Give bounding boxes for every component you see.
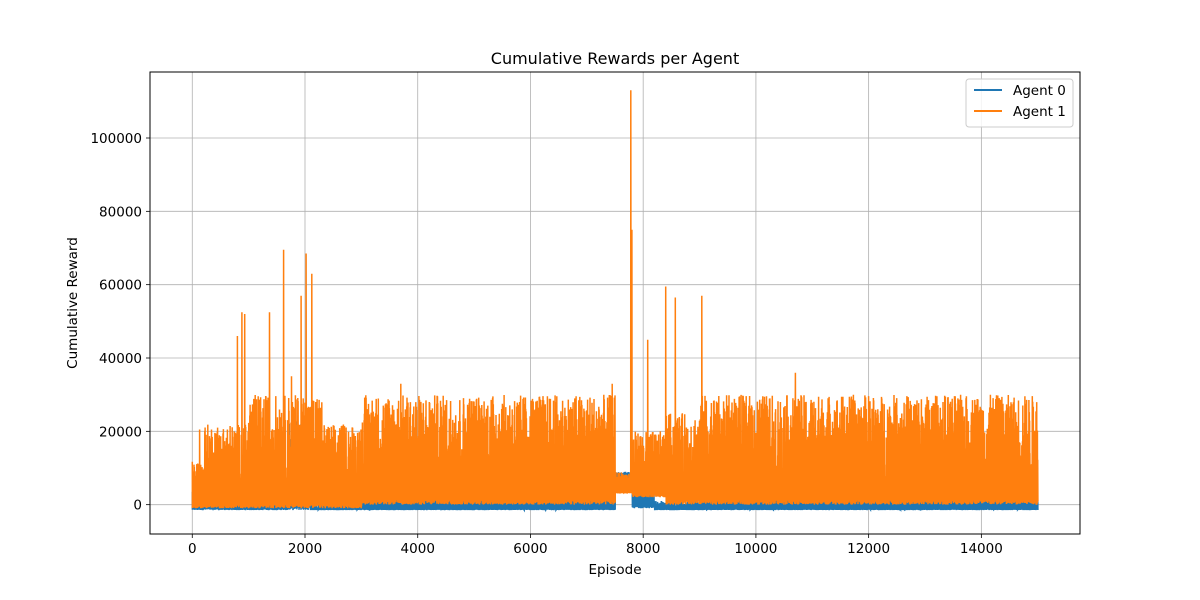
x-tick-label: 10000	[734, 541, 777, 557]
series-layer	[191, 90, 1039, 513]
legend: Agent 0 Agent 1	[965, 78, 1074, 128]
y-tick-label: 40000	[99, 351, 142, 367]
legend-label-agent-1: Agent 1	[1013, 104, 1066, 120]
y-tick-label: 100000	[90, 131, 142, 147]
y-tick-label: 80000	[99, 204, 142, 220]
series-line-agent-1	[191, 90, 1039, 509]
x-tick-label: 2000	[288, 541, 322, 557]
y-tick-label: 20000	[99, 424, 142, 440]
ticks: 0 2000 4000 6000 8000 10000 12000 14000 0 20000 40…	[90, 131, 1002, 557]
y-tick-label: 60000	[99, 278, 142, 294]
x-tick-label: 0	[188, 541, 197, 557]
x-tick-label: 12000	[847, 541, 890, 557]
x-axis-title: Episode	[588, 562, 641, 578]
chart-title: Cumulative Rewards per Agent	[491, 49, 739, 68]
y-axis-title: Cumulative Reward	[65, 237, 81, 369]
x-tick-label: 6000	[513, 541, 547, 557]
legend-label-agent-0: Agent 0	[1013, 83, 1066, 99]
x-tick-label: 14000	[960, 541, 1003, 557]
plot-frame	[149, 71, 1081, 535]
x-tick-label: 4000	[401, 541, 435, 557]
y-tick-label: 0	[133, 498, 142, 514]
x-tick-label: 8000	[626, 541, 660, 557]
